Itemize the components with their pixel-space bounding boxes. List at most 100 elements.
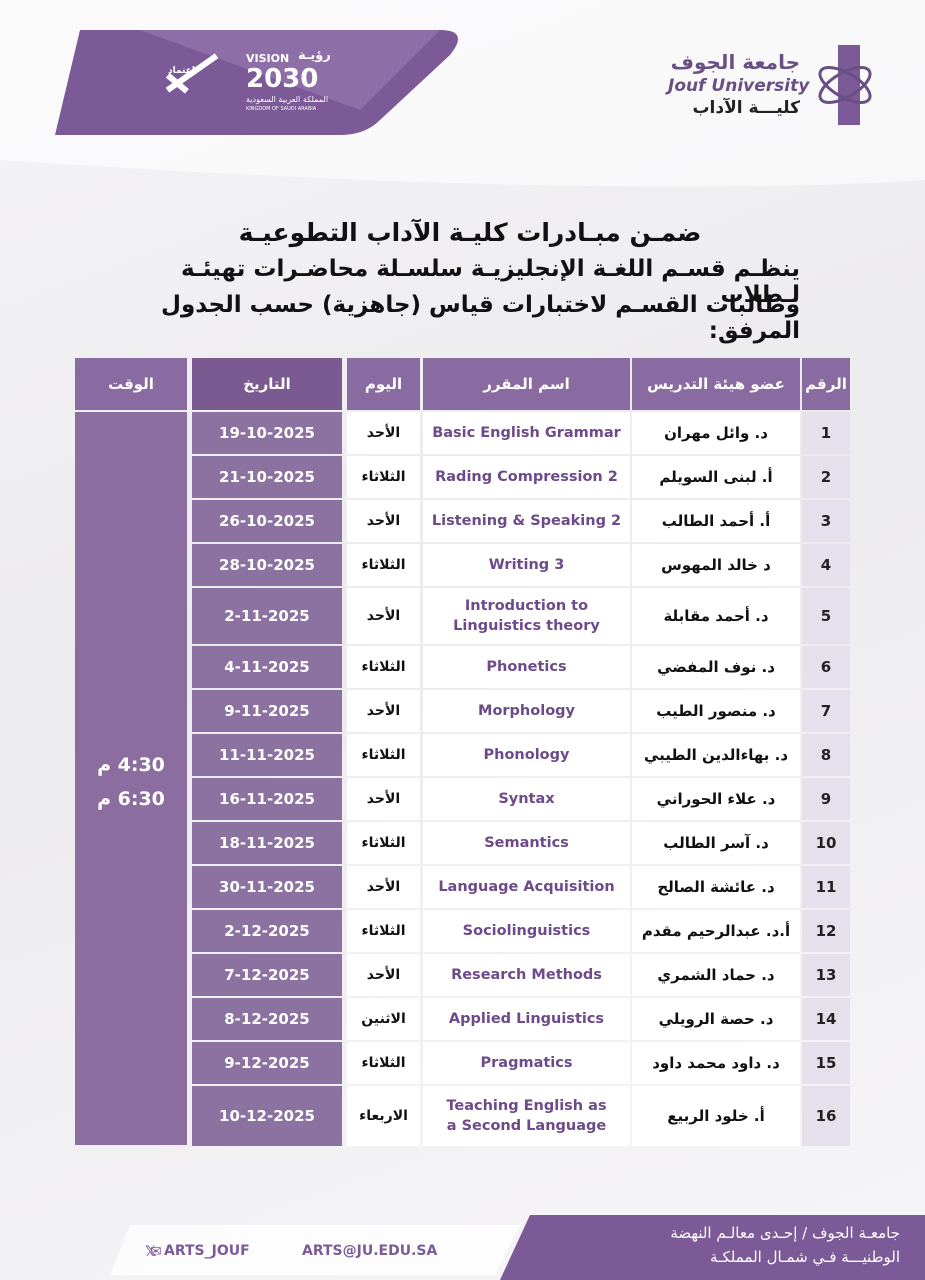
course-name: Research Methods bbox=[423, 954, 630, 996]
course-name: Sociolinguistics bbox=[423, 910, 630, 952]
date: 9-11-2025 bbox=[192, 690, 342, 732]
table-header: عضو هيئة التدريس bbox=[632, 358, 800, 410]
faculty-member: د. بهاءالدين الطيبي bbox=[632, 734, 800, 776]
day: الثلاثاء bbox=[347, 646, 420, 688]
day: الأحد bbox=[347, 690, 420, 732]
faculty-member: د. حصة الرويلي bbox=[632, 998, 800, 1040]
course-name: Phonology bbox=[423, 734, 630, 776]
day: الثلاثاء bbox=[347, 1042, 420, 1084]
row-number: 7 bbox=[802, 690, 850, 732]
intro-line: ينظـم قسـم اللغـة الإنجليزيـة سلسـلة محا… bbox=[180, 256, 800, 308]
date: 4-11-2025 bbox=[192, 646, 342, 688]
row-number: 3 bbox=[802, 500, 850, 542]
day: الأحد bbox=[347, 588, 420, 644]
vision-year: 2030 bbox=[246, 64, 319, 94]
row-number: 13 bbox=[802, 954, 850, 996]
row-number: 9 bbox=[802, 778, 850, 820]
faculty-member: د. نوف المفضي bbox=[632, 646, 800, 688]
date: 11-11-2025 bbox=[192, 734, 342, 776]
faculty-member: د. حماد الشمري bbox=[632, 954, 800, 996]
kingdom-en: KINGDOM OF SAUDI ARABIA bbox=[246, 106, 317, 112]
date: 2-11-2025 bbox=[192, 588, 342, 644]
course-name: Language Acquisition bbox=[423, 866, 630, 908]
day: الاثنين bbox=[347, 998, 420, 1040]
course-name: Phonetics bbox=[423, 646, 630, 688]
table-header: اسم المقرر bbox=[423, 358, 630, 410]
vision-label-en: VISION bbox=[246, 52, 290, 65]
course-name: Teaching English as a Second Language bbox=[423, 1086, 630, 1146]
university-en: Jouf University bbox=[668, 76, 810, 96]
day: الثلاثاء bbox=[347, 456, 420, 498]
faculty-member: د. منصور الطيب bbox=[632, 690, 800, 732]
day: الأحد bbox=[347, 412, 420, 454]
row-number: 4 bbox=[802, 544, 850, 586]
faculty-member: د. داود محمد داود bbox=[632, 1042, 800, 1084]
date: 10-12-2025 bbox=[192, 1086, 342, 1146]
row-number: 2 bbox=[802, 456, 850, 498]
faculty-member: أ. خلود الربيع bbox=[632, 1086, 800, 1146]
course-name: Morphology bbox=[423, 690, 630, 732]
day: الأحد bbox=[347, 778, 420, 820]
course-name: Introduction to Linguistics theory bbox=[423, 588, 630, 644]
date: 18-11-2025 bbox=[192, 822, 342, 864]
faculty-member: د خالد المهوس bbox=[632, 544, 800, 586]
day: الأحد bbox=[347, 500, 420, 542]
course-name: Syntax bbox=[423, 778, 630, 820]
day: الثلاثاء bbox=[347, 544, 420, 586]
date: 16-11-2025 bbox=[192, 778, 342, 820]
college-name: كليـــة الآداب bbox=[692, 98, 800, 118]
date: 7-12-2025 bbox=[192, 954, 342, 996]
row-number: 1 bbox=[802, 412, 850, 454]
course-name: Basic English Grammar bbox=[423, 412, 630, 454]
row-number: 15 bbox=[802, 1042, 850, 1084]
row-number: 14 bbox=[802, 998, 850, 1040]
row-number: 11 bbox=[802, 866, 850, 908]
intro-title: ضمـن مبـادرات كليـة الآداب التطوعيـة bbox=[238, 218, 702, 247]
footer-slogan: الوطنيـــة فـي شمـال المملكـة bbox=[710, 1248, 900, 1266]
twitter-handle: ARTS_JOUF bbox=[164, 1243, 250, 1259]
accreditation: اعتماد bbox=[168, 66, 195, 76]
day: الثلاثاء bbox=[347, 822, 420, 864]
time: 6:30 م bbox=[97, 788, 165, 810]
footer-slogan: جامعـة الجوف / إحـدى معالـم النهضة bbox=[670, 1224, 900, 1242]
faculty-member: د. آسر الطالب bbox=[632, 822, 800, 864]
faculty-member: د. وائل مهران bbox=[632, 412, 800, 454]
date: 9-12-2025 bbox=[192, 1042, 342, 1084]
row-number: 8 bbox=[802, 734, 850, 776]
university-ar: جامعة الجوف bbox=[670, 50, 800, 74]
faculty-member: أ. لبنى السويلم bbox=[632, 456, 800, 498]
date: 8-12-2025 bbox=[192, 998, 342, 1040]
row-number: 6 bbox=[802, 646, 850, 688]
course-name: Applied Linguistics bbox=[423, 998, 630, 1040]
faculty-member: أ.د. عبدالرحيم مقدم bbox=[632, 910, 800, 952]
day: الاربعاء bbox=[347, 1086, 420, 1146]
course-name: Semantics bbox=[423, 822, 630, 864]
row-number: 5 bbox=[802, 588, 850, 644]
course-name: Listening & Speaking 2 bbox=[423, 500, 630, 542]
date: 19-10-2025 bbox=[192, 412, 342, 454]
vision-label-ar: رؤيـة bbox=[298, 48, 331, 63]
day: الأحد bbox=[347, 866, 420, 908]
email: ARTS@JU.EDU.SA bbox=[302, 1243, 438, 1259]
row-number: 10 bbox=[802, 822, 850, 864]
course-name: Writing 3 bbox=[423, 544, 630, 586]
time: 4:30 م bbox=[97, 754, 165, 776]
date: 26-10-2025 bbox=[192, 500, 342, 542]
date: 30-11-2025 bbox=[192, 866, 342, 908]
date: 28-10-2025 bbox=[192, 544, 342, 586]
course-name: Pragmatics bbox=[423, 1042, 630, 1084]
row-number: 16 bbox=[802, 1086, 850, 1146]
table-header: اليوم bbox=[347, 358, 420, 410]
faculty-member: أ. أحمد الطالب bbox=[632, 500, 800, 542]
day: الأحد bbox=[347, 954, 420, 996]
day: الثلاثاء bbox=[347, 734, 420, 776]
day: الثلاثاء bbox=[347, 910, 420, 952]
faculty-member: د. عائشة الصالح bbox=[632, 866, 800, 908]
faculty-member: د. علاء الحوراني bbox=[632, 778, 800, 820]
date: 21-10-2025 bbox=[192, 456, 342, 498]
table-header: التاريخ bbox=[192, 358, 342, 410]
course-name: Rading Compression 2 bbox=[423, 456, 630, 498]
table-header: الوقت bbox=[75, 358, 187, 410]
